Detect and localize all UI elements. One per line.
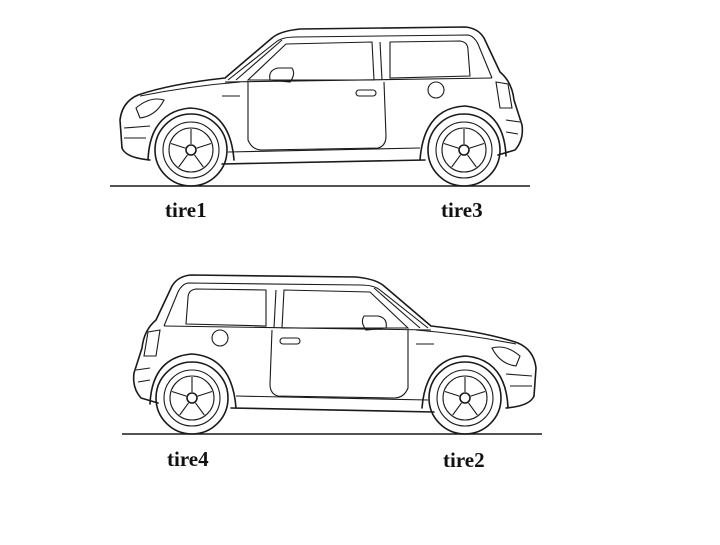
tire2-label: tire2 [443, 448, 485, 472]
tire4-label: tire4 [167, 447, 209, 471]
tire3-label: tire3 [441, 198, 483, 222]
tire1-wheel [154, 113, 228, 187]
tire4-wheel [155, 361, 229, 435]
top-car [110, 26, 530, 187]
tire1-label: tire1 [165, 198, 207, 222]
tire2-wheel [428, 361, 502, 435]
tire3-wheel [427, 113, 501, 187]
bottom-car [132, 274, 537, 435]
